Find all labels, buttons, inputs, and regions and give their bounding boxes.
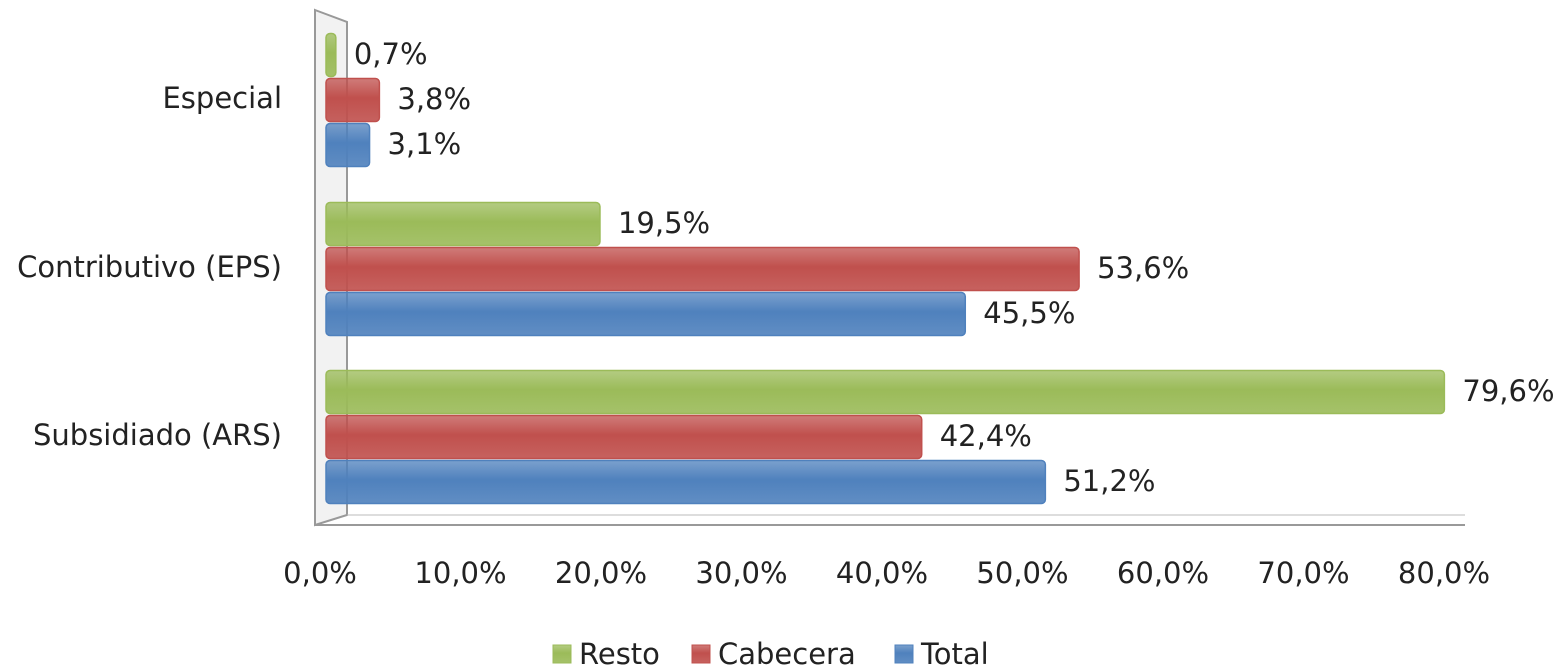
legend-label: Total bbox=[920, 637, 989, 671]
legend-swatch bbox=[894, 644, 914, 664]
bar bbox=[325, 122, 371, 168]
x-tick-label: 70,0% bbox=[1257, 556, 1349, 590]
bar bbox=[325, 77, 381, 123]
legend-label: Cabecera bbox=[718, 637, 856, 671]
bar bbox=[325, 291, 967, 337]
bar bbox=[325, 459, 1047, 505]
value-label: 19,5% bbox=[618, 206, 710, 240]
value-label: 53,6% bbox=[1097, 251, 1189, 285]
x-tick-label: 20,0% bbox=[555, 556, 647, 590]
x-tick-label: 80,0% bbox=[1398, 556, 1490, 590]
bar bbox=[325, 32, 337, 78]
value-label: 45,5% bbox=[983, 296, 1075, 330]
bar bbox=[325, 246, 1080, 292]
x-tick-label: 30,0% bbox=[695, 556, 787, 590]
category-label: Subsidiado (ARS) bbox=[33, 418, 282, 452]
category-label: Especial bbox=[162, 81, 282, 115]
value-label: 3,1% bbox=[388, 127, 462, 161]
bar bbox=[325, 369, 1446, 415]
x-tick-label: 40,0% bbox=[836, 556, 928, 590]
value-label: 79,6% bbox=[1462, 374, 1554, 408]
value-label: 0,7% bbox=[354, 37, 428, 71]
value-label: 42,4% bbox=[940, 419, 1032, 453]
x-tick-label: 50,0% bbox=[976, 556, 1068, 590]
bar bbox=[325, 201, 601, 247]
legend-swatch bbox=[552, 644, 572, 664]
category-label: Contributivo (EPS) bbox=[17, 250, 282, 284]
value-label: 51,2% bbox=[1063, 464, 1155, 498]
x-tick-label: 0,0% bbox=[283, 556, 357, 590]
value-label: 3,8% bbox=[397, 82, 471, 116]
bar bbox=[325, 414, 923, 460]
x-tick-label: 60,0% bbox=[1117, 556, 1209, 590]
x-tick-label: 10,0% bbox=[414, 556, 506, 590]
legend-label: Resto bbox=[579, 637, 660, 671]
legend-swatch bbox=[691, 644, 711, 664]
